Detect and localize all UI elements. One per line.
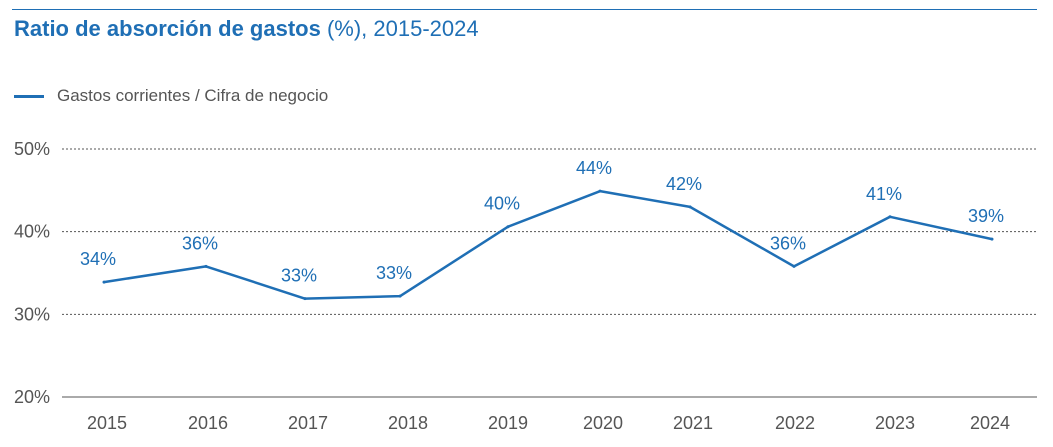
x-tick-label: 2023 xyxy=(875,413,915,433)
data-label: 41% xyxy=(866,184,902,204)
top-rule xyxy=(12,9,1037,10)
chart-title: Ratio de absorción de gastos (%), 2015-2… xyxy=(14,16,479,42)
x-tick-label: 2017 xyxy=(288,413,328,433)
data-label: 36% xyxy=(182,233,218,253)
data-point xyxy=(204,264,208,268)
x-tick-label: 2024 xyxy=(970,413,1010,433)
data-label: 44% xyxy=(576,158,612,178)
x-tick-label: 2019 xyxy=(488,413,528,433)
data-point xyxy=(688,205,692,209)
data-point xyxy=(990,237,994,241)
legend: Gastos corrientes / Cifra de negocio xyxy=(14,86,328,106)
y-tick-label: 50% xyxy=(14,139,50,159)
data-point xyxy=(506,225,510,229)
data-point xyxy=(792,264,796,268)
legend-swatch xyxy=(14,94,44,98)
legend-label: Gastos corrientes / Cifra de negocio xyxy=(57,86,329,105)
data-label: 42% xyxy=(666,174,702,194)
x-tick-label: 2020 xyxy=(583,413,623,433)
data-label: 40% xyxy=(484,194,520,214)
x-tick-label: 2016 xyxy=(188,413,228,433)
data-point xyxy=(303,297,307,301)
data-point xyxy=(888,215,892,219)
title-bold: Ratio de absorción de gastos xyxy=(14,16,321,41)
data-label: 33% xyxy=(281,266,317,286)
y-tick-label: 30% xyxy=(14,304,50,324)
data-label: 39% xyxy=(968,206,1004,226)
data-label: 33% xyxy=(376,263,412,283)
x-tick-label: 2018 xyxy=(388,413,428,433)
title-rest: (%), 2015-2024 xyxy=(320,16,479,41)
data-point xyxy=(398,294,402,298)
x-tick-label: 2022 xyxy=(775,413,815,433)
x-tick-label: 2015 xyxy=(87,413,127,433)
y-tick-label: 40% xyxy=(14,222,50,242)
y-tick-label: 20% xyxy=(14,387,50,407)
data-label: 34% xyxy=(80,249,116,269)
data-label: 36% xyxy=(770,233,806,253)
x-tick-label: 2021 xyxy=(673,413,713,433)
data-point xyxy=(598,189,602,193)
data-point xyxy=(102,280,106,284)
series-line xyxy=(103,189,993,300)
